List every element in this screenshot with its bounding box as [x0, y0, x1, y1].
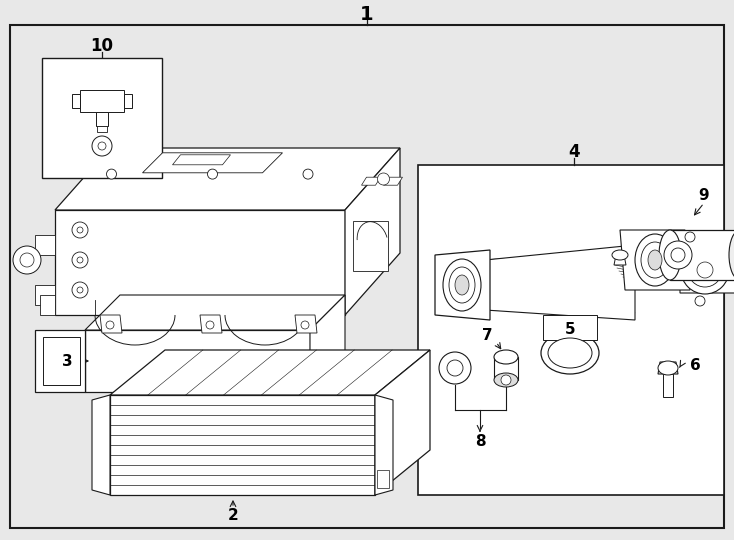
Polygon shape [362, 177, 380, 185]
Polygon shape [485, 303, 635, 313]
Ellipse shape [612, 250, 628, 260]
Polygon shape [110, 350, 430, 395]
Polygon shape [85, 330, 310, 392]
Ellipse shape [541, 332, 599, 374]
Circle shape [92, 136, 112, 156]
Polygon shape [310, 295, 345, 392]
Polygon shape [43, 337, 80, 385]
Circle shape [664, 241, 692, 269]
Circle shape [439, 352, 471, 384]
Polygon shape [375, 395, 393, 495]
Circle shape [695, 296, 705, 306]
Polygon shape [92, 395, 110, 495]
Text: 2: 2 [228, 508, 239, 523]
Text: 10: 10 [90, 37, 114, 55]
Ellipse shape [548, 338, 592, 368]
Polygon shape [485, 245, 635, 320]
Polygon shape [142, 153, 283, 173]
Polygon shape [55, 148, 400, 210]
Polygon shape [658, 362, 678, 374]
Circle shape [72, 282, 88, 298]
Polygon shape [435, 250, 490, 320]
Text: 3: 3 [62, 354, 73, 368]
Polygon shape [35, 235, 55, 255]
Polygon shape [543, 315, 597, 340]
Circle shape [98, 142, 106, 150]
Polygon shape [85, 295, 345, 330]
Ellipse shape [659, 230, 681, 280]
Circle shape [106, 321, 114, 329]
Polygon shape [295, 315, 317, 333]
Polygon shape [614, 255, 626, 265]
Circle shape [77, 227, 83, 233]
Circle shape [72, 222, 88, 238]
Ellipse shape [648, 250, 662, 270]
Bar [42, 58, 162, 178]
Ellipse shape [494, 373, 518, 387]
Circle shape [77, 287, 83, 293]
Text: 9: 9 [699, 187, 709, 202]
Polygon shape [96, 112, 108, 126]
Polygon shape [680, 247, 734, 293]
Polygon shape [35, 285, 55, 305]
Polygon shape [375, 350, 430, 495]
Polygon shape [97, 126, 107, 132]
Polygon shape [110, 395, 375, 495]
Polygon shape [172, 155, 230, 165]
Polygon shape [80, 90, 124, 112]
Circle shape [303, 169, 313, 179]
Circle shape [13, 246, 41, 274]
Polygon shape [35, 330, 85, 392]
Polygon shape [663, 374, 673, 397]
Text: 5: 5 [564, 322, 575, 338]
Circle shape [106, 169, 117, 179]
Circle shape [681, 246, 729, 294]
Circle shape [77, 257, 83, 263]
Polygon shape [485, 250, 635, 267]
Text: 4: 4 [568, 143, 580, 161]
Ellipse shape [494, 350, 518, 364]
Polygon shape [55, 210, 345, 315]
Polygon shape [345, 148, 400, 315]
Ellipse shape [729, 230, 734, 280]
Circle shape [377, 173, 390, 185]
Polygon shape [353, 221, 388, 271]
Ellipse shape [449, 267, 475, 303]
Bar [377, 470, 389, 488]
Polygon shape [72, 94, 80, 108]
Circle shape [72, 252, 88, 268]
Circle shape [20, 253, 34, 267]
Polygon shape [383, 177, 402, 185]
Polygon shape [124, 94, 132, 108]
Bar [418, 165, 724, 495]
Ellipse shape [658, 361, 678, 375]
Ellipse shape [455, 275, 469, 295]
Circle shape [447, 360, 463, 376]
Circle shape [697, 262, 713, 278]
Circle shape [671, 248, 685, 262]
Ellipse shape [635, 234, 675, 286]
Polygon shape [200, 315, 222, 333]
Circle shape [688, 253, 722, 287]
Polygon shape [40, 295, 55, 315]
Circle shape [501, 375, 511, 385]
Circle shape [208, 169, 217, 179]
Text: 6: 6 [690, 357, 700, 373]
Ellipse shape [443, 259, 481, 311]
Circle shape [301, 321, 309, 329]
Polygon shape [100, 315, 122, 333]
Polygon shape [670, 230, 734, 280]
Ellipse shape [641, 242, 669, 278]
Circle shape [206, 321, 214, 329]
Circle shape [685, 232, 695, 242]
Text: 1: 1 [360, 4, 374, 24]
Text: 7: 7 [482, 327, 493, 342]
Polygon shape [620, 230, 690, 290]
Polygon shape [494, 357, 518, 380]
Text: 8: 8 [475, 435, 485, 449]
